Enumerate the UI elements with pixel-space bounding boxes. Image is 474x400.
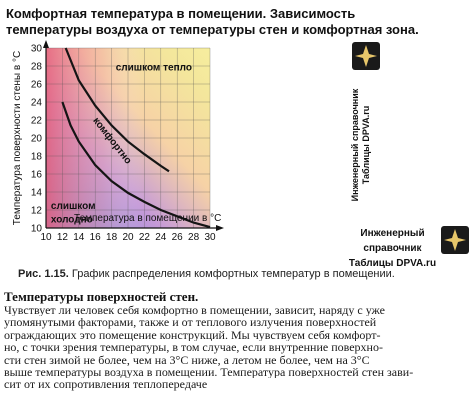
y-tick-label: 10 — [31, 224, 43, 235]
body-text: Чувствует ли человек себя комфортно в по… — [4, 304, 468, 391]
x-tick-label: 18 — [106, 232, 118, 243]
y-axis-label: Температура поверхности стены в °C — [12, 51, 23, 225]
reference-horizontal: Инженерный справочник Таблицы DPVA.ru — [345, 226, 440, 271]
reference-vertical: Инженерный справочник Таблицы DPVA.ru — [348, 70, 388, 220]
body-line: сти стен зимой не более, чем на 3°С ниже… — [4, 353, 370, 367]
x-tick-label: 10 — [40, 232, 52, 243]
x-tick-label: 28 — [188, 232, 200, 243]
x-tick-label: 30 — [204, 232, 216, 243]
section-heading: Температуры поверхностей стен. — [4, 289, 199, 304]
y-tick-label: 22 — [31, 116, 43, 127]
y-tick-label: 20 — [31, 134, 43, 145]
y-tick-label: 12 — [31, 206, 43, 217]
figure-caption: Рис. 1.15. График распределения комфортн… — [18, 268, 468, 280]
zone-label-too-cold-line1: слишком — [51, 201, 96, 212]
x-tick-label: 14 — [73, 232, 85, 243]
x-tick-label: 22 — [139, 232, 151, 243]
dpva-logo-icon[interactable] — [352, 42, 380, 70]
body-line: сит от их сопротивления теплопередаче — [4, 378, 208, 391]
y-tick-label: 14 — [31, 188, 43, 199]
x-tick-label: 12 — [57, 232, 69, 243]
body-line: но, с точки зрения температуры, в том сл… — [4, 341, 383, 354]
y-tick-label: 26 — [31, 80, 43, 91]
body-line: ограждающих это помещение конструкций. М… — [4, 328, 381, 342]
reference-line1: Инженерный справочник — [350, 88, 360, 202]
x-axis-arrow-icon — [216, 225, 224, 231]
y-tick-label: 24 — [31, 98, 43, 109]
x-tick-label: 24 — [155, 232, 167, 243]
dpva-logo-icon-2[interactable] — [441, 226, 469, 254]
series-line-upper — [64, 47, 170, 173]
reference-line2: Таблицы DPVA.ru — [361, 105, 371, 185]
body-line: выше температуры воздуха в помещении. Те… — [4, 366, 414, 379]
zone-label-too-cold-line2: холодно — [51, 215, 93, 226]
y-tick-label: 28 — [31, 62, 43, 73]
x-tick-label: 20 — [122, 232, 134, 243]
chart-title: Комфортная температура в помещении. Зави… — [6, 6, 419, 37]
y-tick-label: 16 — [31, 170, 43, 181]
reference-horizontal-line2: Таблицы DPVA.ru — [348, 258, 437, 269]
reference-horizontal-line1: Инженерный справочник — [360, 228, 425, 254]
y-axis-arrow-icon — [43, 40, 49, 48]
x-tick-label: 16 — [90, 232, 102, 243]
y-tick-label: 18 — [31, 152, 43, 163]
caption-label: Рис. 1.15. — [18, 268, 69, 280]
caption-text: График распределения комфортных температ… — [71, 268, 395, 280]
x-tick-label: 26 — [172, 232, 184, 243]
series-line-lower — [61, 101, 211, 229]
zone-label-too-warm: слишком тепло — [116, 63, 192, 74]
comfort-chart: 10 12 14 16 18 20 22 24 26 28 30 10 12 14 16 18 20 22 24 26… — [12, 40, 224, 243]
x-axis-label: Температура в помещении в °C — [74, 213, 221, 224]
body-line: упомянутыми факторами, также и от теплов… — [4, 316, 377, 329]
body-line: Чувствует ли человек себя комфортно в по… — [4, 304, 385, 317]
y-tick-label: 30 — [31, 44, 43, 55]
